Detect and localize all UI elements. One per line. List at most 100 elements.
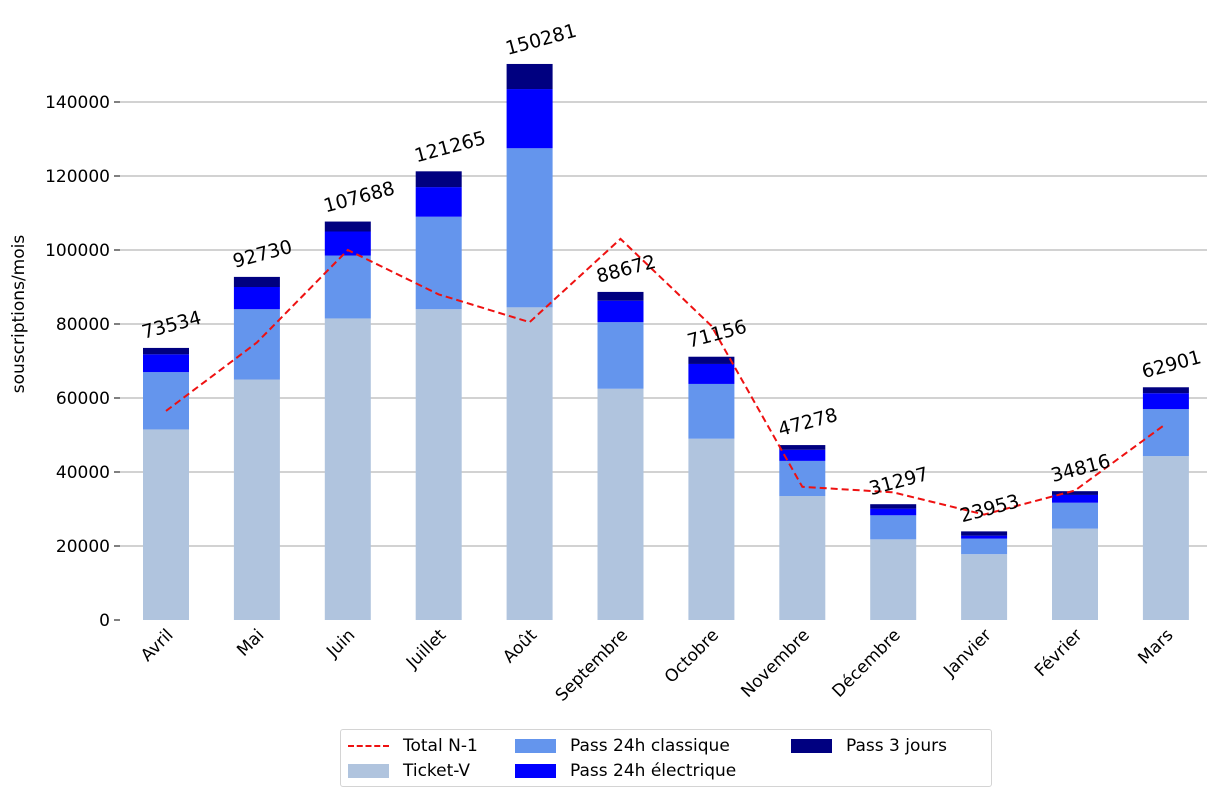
x-tick-label: Juin <box>322 625 359 662</box>
legend-item-pass-24h-electrique: Pass 24h électrique <box>515 760 736 782</box>
y-tick-label: 20000 <box>56 537 110 557</box>
x-tick-label: Juillet <box>402 625 450 673</box>
legend-swatch <box>791 739 832 753</box>
legend-label: Total N-1 <box>403 736 478 756</box>
bar-segment <box>1142 409 1189 457</box>
y-tick-label: 100000 <box>45 241 110 261</box>
bar-segment <box>143 372 189 430</box>
y-tick-label: 0 <box>99 611 110 631</box>
data-label: 121265 <box>412 127 488 167</box>
bar-segment <box>143 354 189 373</box>
bar-segment <box>779 449 826 461</box>
bar-segment <box>415 309 462 620</box>
data-label: 107688 <box>321 177 397 217</box>
x-tick-label: Novembre <box>737 625 813 701</box>
x-tick-label: Mai <box>233 625 268 660</box>
data-label: 73534 <box>140 307 204 344</box>
bar-segment <box>1052 528 1098 620</box>
bar-segment <box>233 287 280 310</box>
legend-label: Ticket-V <box>403 761 471 781</box>
x-tick-label: Décembre <box>829 625 905 701</box>
bar-segment <box>1142 456 1189 620</box>
legend-label: Pass 24h classique <box>570 736 730 756</box>
legend-label: Pass 24h électrique <box>570 761 737 781</box>
bar-segment <box>415 187 462 217</box>
bar-segment <box>961 535 1008 539</box>
y-tick-label: 120000 <box>45 167 110 187</box>
bar-segment <box>779 445 826 450</box>
x-tick-label: Septembre <box>552 625 632 705</box>
data-label: 88672 <box>594 251 658 288</box>
bar-segment <box>1052 491 1098 495</box>
bar-segment <box>1052 502 1098 529</box>
bar-segment <box>870 508 917 516</box>
gridlines <box>120 101 1207 547</box>
bar-segment <box>870 515 917 540</box>
total-labels: 73534 92730 107688 121265 150281 88672 71156 47… <box>140 20 1204 527</box>
bar-segment <box>870 504 917 509</box>
x-axis: Avril Mai Juin Juillet Août Septembre Octobre N… <box>137 625 1177 706</box>
bar-segment <box>506 89 553 149</box>
x-tick-label: Août <box>499 625 541 667</box>
bar-segment <box>961 531 1008 536</box>
y-tick-label: 40000 <box>56 463 110 483</box>
bar-segment <box>415 171 462 188</box>
bar-segment <box>688 438 735 620</box>
bar-segment <box>506 307 553 620</box>
y-axis: 0 20000 40000 60000 80000 100000 120000 140000 <box>45 93 120 631</box>
bar-segment <box>779 460 826 497</box>
x-tick-label: Mars <box>1134 625 1177 668</box>
line-series <box>165 237 1167 516</box>
data-label: 47278 <box>776 404 840 441</box>
bar-segment <box>506 63 553 90</box>
bar-segment <box>233 276 280 287</box>
bar-segment <box>597 322 644 389</box>
bar-segment <box>324 221 371 232</box>
bar-segment <box>143 347 189 355</box>
legend-line-swatch <box>348 745 389 747</box>
bar-segment <box>233 379 280 620</box>
x-tick-label: Octobre <box>661 625 723 687</box>
data-label: 92730 <box>231 236 295 273</box>
bar-segment <box>688 363 735 384</box>
legend-item-pass-3-jours: Pass 3 jours <box>791 735 947 757</box>
bar-segment <box>506 148 553 308</box>
bar-segment <box>961 538 1008 555</box>
bar-segment <box>597 291 644 301</box>
bar-segment <box>688 383 735 439</box>
legend-item-pass-24h-classique: Pass 24h classique <box>515 735 730 757</box>
data-label: 71156 <box>685 316 749 353</box>
x-tick-label: Février <box>1031 625 1087 681</box>
y-tick-label: 60000 <box>56 389 110 409</box>
bars <box>143 63 1189 620</box>
bar-segment <box>597 300 644 323</box>
bar-segment <box>688 356 735 364</box>
y-tick-label: 80000 <box>56 315 110 335</box>
bar-segment <box>324 318 371 620</box>
bar-segment <box>961 554 1008 620</box>
bar-segment <box>597 388 644 620</box>
bar-segment <box>143 429 189 620</box>
y-axis-label: souscriptions/mois <box>9 235 29 394</box>
legend-item-total-n1: Total N-1 <box>348 735 478 757</box>
legend: Total N-1 Ticket-V Pass 24h classique Pa… <box>340 729 992 787</box>
y-tick-label: 140000 <box>45 93 110 113</box>
bar-segment <box>779 496 826 620</box>
bar-segment <box>1142 393 1189 410</box>
bar-segment <box>870 539 917 620</box>
legend-label: Pass 3 jours <box>846 736 947 756</box>
bar-segment <box>1052 494 1098 503</box>
data-label: 34816 <box>1049 450 1113 487</box>
data-label: 23953 <box>958 490 1022 527</box>
x-tick-label: Janvier <box>939 625 995 681</box>
legend-swatch <box>515 764 556 778</box>
bar-segment <box>324 231 371 256</box>
x-tick-label: Avril <box>137 625 177 665</box>
data-label: 62901 <box>1140 346 1204 383</box>
data-label: 150281 <box>503 20 579 60</box>
legend-swatch <box>348 764 389 778</box>
bar-segment <box>1142 387 1189 394</box>
legend-item-ticket-v: Ticket-V <box>348 760 470 782</box>
